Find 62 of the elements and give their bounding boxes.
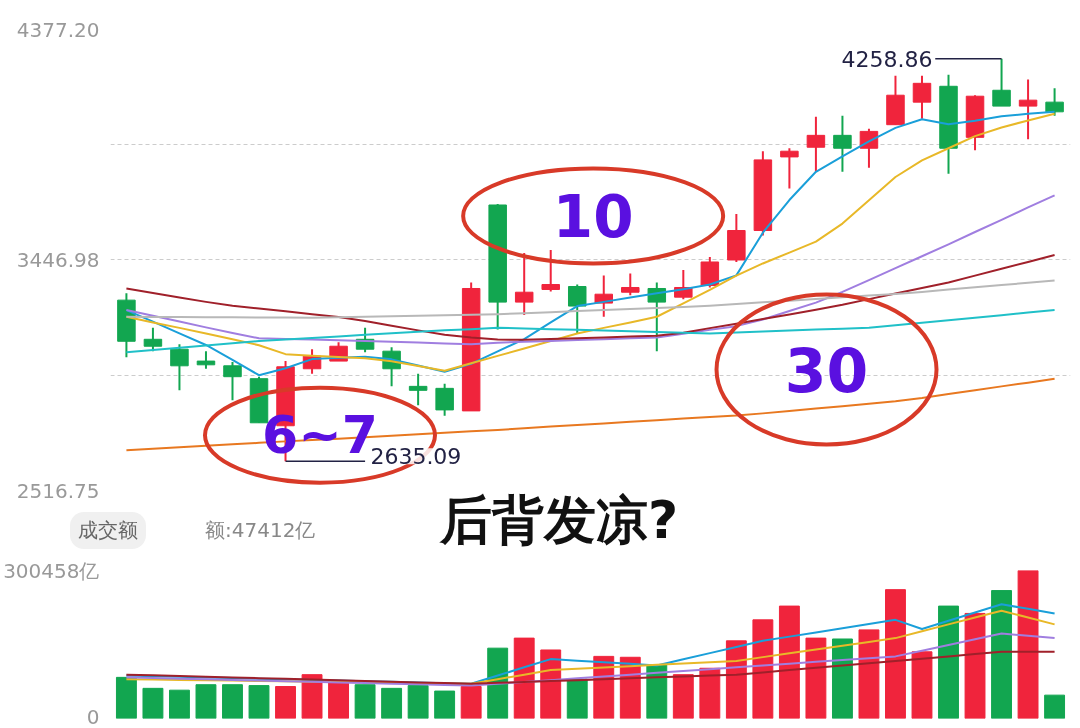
- candlestick: [223, 361, 242, 402]
- bar: [752, 619, 774, 719]
- candlestick: [647, 281, 667, 353]
- bar: [858, 629, 880, 719]
- bar: [964, 612, 986, 719]
- candlestick: [780, 147, 799, 190]
- candlestick: [435, 382, 454, 417]
- line-series: [125, 254, 1056, 341]
- candlestick: [408, 372, 428, 407]
- bar: [328, 682, 350, 719]
- annotation: 10: [552, 183, 634, 252]
- bar: [911, 651, 933, 719]
- candlestick: [806, 115, 826, 173]
- y-tick-label: 0: [86, 704, 100, 728]
- candlestick: [700, 256, 720, 289]
- annotation: 后背发凉?: [440, 490, 679, 550]
- candlestick: [567, 283, 587, 335]
- line-series: [125, 650, 1056, 685]
- bar: [540, 649, 562, 719]
- bar: [248, 685, 270, 719]
- bar: [805, 637, 827, 719]
- annotation: 30: [784, 336, 869, 407]
- bar: [381, 687, 403, 719]
- bar: [885, 589, 906, 719]
- bar: [354, 684, 376, 719]
- bar: [222, 684, 243, 719]
- line-series: [125, 632, 1056, 687]
- bar: [460, 686, 482, 719]
- bar: [1044, 694, 1066, 719]
- y-tick-label: 300458亿: [3, 558, 100, 583]
- bar: [1017, 570, 1039, 719]
- bar: [115, 676, 137, 719]
- y-tick-label: 2516.75: [16, 478, 100, 503]
- bar: [778, 605, 800, 719]
- bar: [142, 687, 164, 719]
- line-series: [125, 279, 1056, 319]
- candlestick: [912, 74, 932, 120]
- bar: [275, 686, 296, 719]
- y-tick-label: 4377.20: [16, 17, 100, 42]
- bar: [938, 605, 959, 719]
- y-tick-label: 3446.98: [16, 248, 100, 272]
- candlestick: [514, 252, 534, 316]
- annotation: 4258.86: [841, 46, 933, 72]
- candlestick: [1045, 87, 1064, 117]
- text: 成交额: [70, 512, 146, 549]
- bar: [434, 690, 456, 719]
- bar: [831, 638, 853, 719]
- candlestick: [541, 249, 560, 293]
- text: 额:47412亿: [205, 517, 316, 544]
- bar: [672, 674, 694, 719]
- bar: [407, 685, 429, 719]
- bar: [195, 684, 217, 719]
- bar: [513, 637, 535, 719]
- bar: [699, 667, 721, 719]
- bar: [991, 590, 1012, 719]
- candlestick: [170, 343, 189, 392]
- candlestick: [1018, 78, 1038, 141]
- candlestick: [992, 57, 1011, 108]
- bar: [566, 678, 588, 719]
- candlestick: [833, 114, 852, 173]
- candlestick: [621, 272, 640, 297]
- bar: [169, 689, 190, 719]
